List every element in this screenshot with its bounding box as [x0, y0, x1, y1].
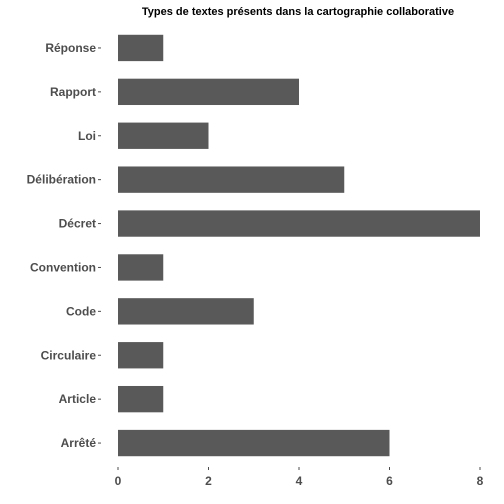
category-label: Article [59, 392, 97, 406]
category-label: Rapport [50, 85, 96, 99]
bar-2 [118, 122, 209, 149]
category-labels-group: Réponse Rapport Loi Délibération Décret Conve… [27, 41, 101, 450]
bar-8 [118, 385, 164, 413]
x-tick-label: 8 [477, 474, 484, 488]
category-label: Loi [78, 129, 96, 143]
x-tick-label: 6 [386, 474, 393, 488]
x-axis-ticks-group: 0 2 4 6 8 [115, 467, 484, 488]
bar-1 [118, 78, 299, 106]
bar-0 [118, 34, 164, 62]
category-label: Décret [59, 217, 96, 231]
x-tick-label: 0 [115, 474, 122, 488]
x-tick-label: 4 [296, 474, 303, 488]
bar-7 [118, 342, 164, 369]
bar-6 [118, 298, 254, 325]
category-label: Code [66, 304, 96, 318]
category-label: Convention [30, 260, 96, 274]
category-label: Délibération [27, 173, 96, 187]
bar-4 [118, 210, 480, 237]
category-label: Réponse [45, 41, 96, 55]
chart-title: Types de textes présents dans la cartogr… [142, 6, 454, 18]
bar-3 [118, 166, 345, 193]
bar-5 [118, 254, 164, 281]
bars-group [118, 34, 480, 457]
bar-9 [118, 429, 390, 457]
category-label: Circulaire [41, 348, 97, 362]
category-label: Arrêté [61, 436, 97, 450]
x-tick-label: 2 [205, 474, 212, 488]
